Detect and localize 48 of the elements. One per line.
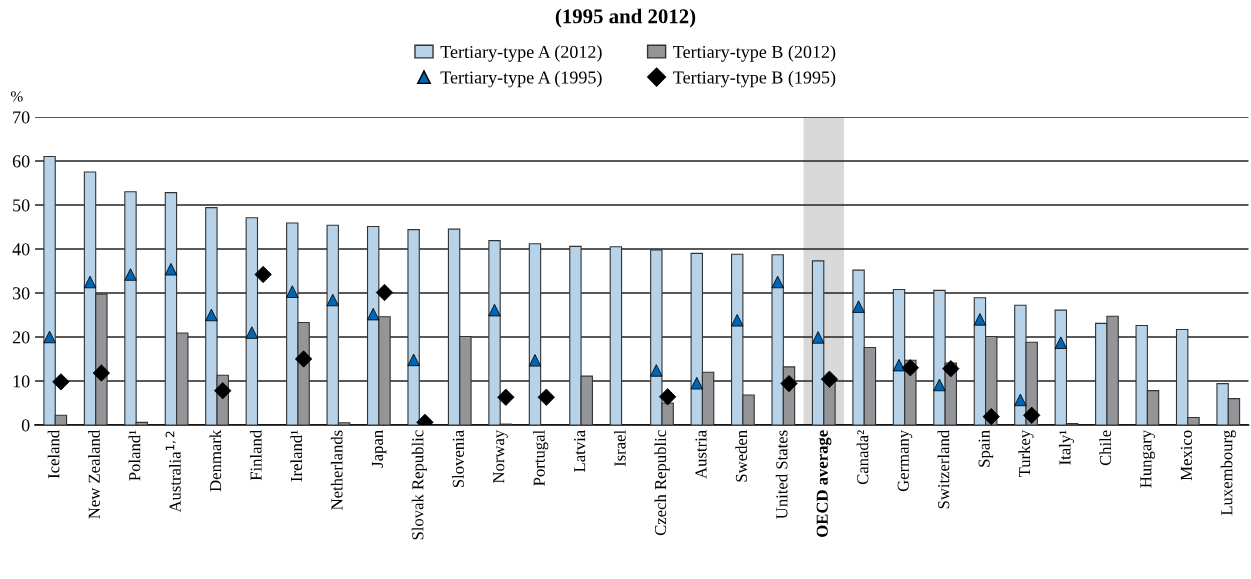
x-tick-label: Luxembourg [1220, 430, 1236, 516]
bar [245, 217, 259, 425]
y-tick-label: 40 [12, 243, 30, 256]
x-tick-label: Turkey [1018, 429, 1034, 478]
y-tick-label: 60 [12, 155, 30, 168]
legend-label: Tertiary-type B (1995) [673, 70, 836, 88]
x-tick-label: OECD average [816, 430, 832, 537]
x-tick-label: Latvia [574, 430, 586, 472]
x-tick-label: Poland¹ [128, 430, 141, 481]
x-tick-label: Slovak Republic [411, 430, 427, 540]
x-tick-label: Portugal [533, 430, 549, 486]
x-tick-label: Ireland¹ [290, 430, 303, 482]
y-tick-label: 70 [13, 111, 30, 124]
x-tick-label: Germany [897, 429, 913, 492]
x-tick-label: Iceland [47, 430, 60, 479]
y-tick-label: 30 [12, 287, 30, 300]
legend-label: Tertiary-type B (2012) [673, 45, 836, 62]
x-tick-label: New Zealand [88, 430, 100, 519]
x-tick-label: Czech Republic [654, 430, 670, 536]
x-tick-label: Norway [493, 429, 508, 484]
y-axis-title: % [10, 91, 23, 102]
x-tick-label: Finland [249, 430, 262, 481]
x-tick-label: Sweden [735, 430, 748, 482]
x-tick-label: Denmark [209, 429, 222, 492]
x-tick-label: Austria [695, 430, 707, 479]
x-tick-label: Slovenia [452, 430, 464, 488]
x-tick-label: Australia$^{1,2}$ [165, 431, 181, 513]
x-tick-label: Mexico [1180, 430, 1192, 481]
y-tick-label: 20 [12, 331, 30, 344]
y-tick-label: 50 [13, 199, 30, 212]
bar [528, 243, 542, 425]
y-tick-label: 10 [13, 375, 30, 388]
x-tick-label: Canada² [856, 430, 869, 485]
x-tick-label: Japan [371, 430, 387, 468]
legend-label: Tertiary-type A (2012) [440, 45, 602, 62]
x-tick-label: United States [775, 430, 788, 519]
x-tick-label: Italy¹ [1058, 430, 1075, 465]
x-tick-label: Spain [978, 430, 994, 467]
x-tick-label: Hungary [1140, 429, 1155, 488]
chart-title: (1995 and 2012) [555, 8, 696, 28]
x-tick-label: Chile [1099, 430, 1112, 466]
legend-label: Tertiary-type A (1995) [440, 70, 602, 88]
x-tick-label: Israel [613, 430, 626, 467]
x-tick-label: Switzerland [937, 430, 950, 509]
bar [407, 229, 420, 425]
y-tick-label: 0 [21, 419, 30, 432]
bar [609, 246, 623, 425]
x-tick-label: Netherlands [330, 430, 343, 510]
